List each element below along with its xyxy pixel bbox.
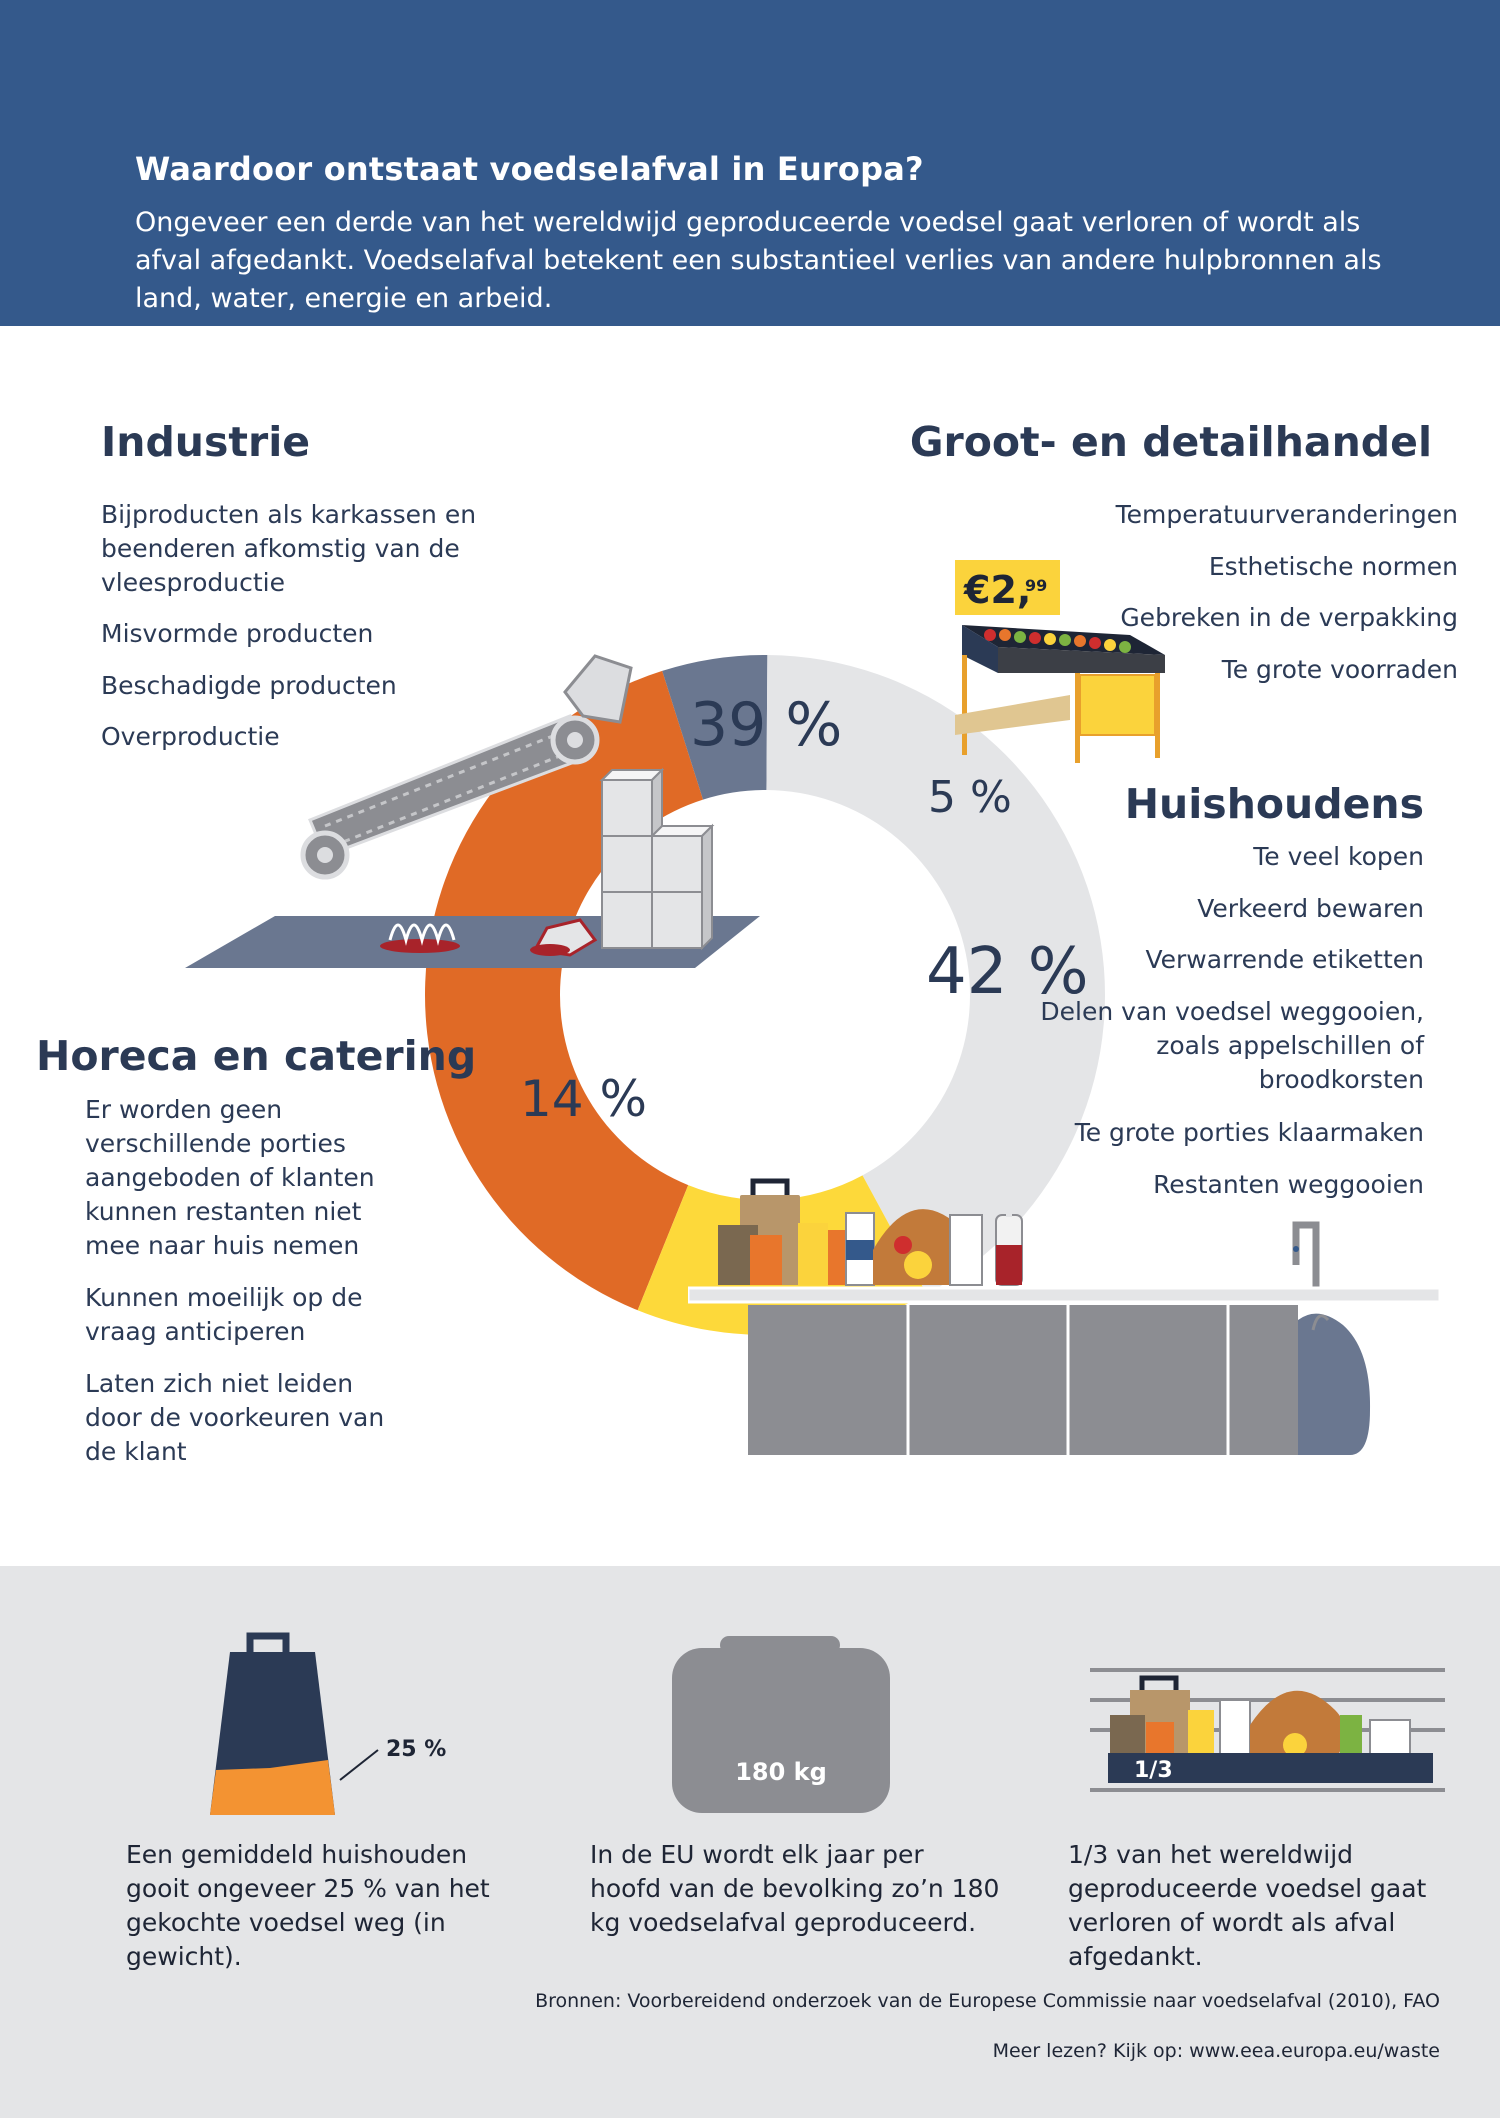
groceries (718, 1161, 1023, 1286)
garbage-bag (1298, 1313, 1371, 1455)
market-stall-illustration: €2, 99 (955, 560, 1165, 763)
fact-badge-25: 25 % (386, 1737, 446, 1762)
fact-text-global: 1/3 van het wereldwijd geproduceerde voe… (1068, 1840, 1427, 1971)
households-item: Verkeerd bewaren (1197, 894, 1424, 923)
catering-percent-label: 14 % (520, 1070, 648, 1128)
industry-item: Misvormde producten (101, 619, 374, 648)
households-item: Te grote porties klaarmaken (1074, 1118, 1424, 1147)
fact-text-household: Een gemiddeld huishouden gooit ongeveer … (126, 1840, 490, 1971)
industry-item: Overproductie (101, 722, 280, 751)
catering-title: Horeca en catering (36, 1032, 477, 1080)
more-info-link[interactable]: Meer lezen? Kijk op: www.eea.europa.eu/w… (992, 2040, 1440, 2062)
catering-item: Er worden geen verschillende porties aan… (85, 1095, 375, 1260)
households-item: Te veel kopen (1253, 842, 1424, 871)
retail-percent-label: 5 % (928, 772, 1012, 823)
countertop (688, 1286, 1442, 1304)
industry-percent-label: 39 % (690, 690, 843, 760)
industry-item: Beschadigde producten (101, 671, 397, 700)
sources-note: Bronnen: Voorbereidend onderzoek van de … (535, 1990, 1440, 2012)
kitchen-cabinets (748, 1305, 1298, 1455)
retail-title: Groot- en detailhandel (909, 418, 1432, 466)
food-shelf-icon: 1/3 (1090, 1668, 1445, 1792)
kitchen-illustration (688, 1161, 1442, 1455)
shopping-bag-icon: 25 % (210, 1632, 446, 1815)
households-item: Verwarrende etiketten (1145, 945, 1424, 974)
retail-item: Te grote voorraden (1221, 655, 1458, 684)
fact-badge-third: 1/3 (1134, 1758, 1173, 1783)
price-main: €2, (963, 568, 1031, 612)
industry-item: Bijproducten als karkassen en beenderen … (101, 500, 477, 597)
page-title: Waardoor ontstaat voedselafval in Europa… (135, 150, 924, 188)
retail-item: Gebreken in de verpakking (1120, 603, 1458, 632)
households-title: Huishoudens (1124, 780, 1424, 828)
households-item: Restanten weggooien (1153, 1170, 1424, 1199)
faucet (1292, 1221, 1320, 1290)
donut-segment-households (766, 655, 1106, 1295)
retail-item: Esthetische normen (1208, 552, 1458, 581)
industry-title: Industrie (101, 418, 311, 466)
intro-text: Ongeveer een derde van het wereldwijd ge… (135, 207, 1382, 314)
waste-bin-icon: 180 kg (672, 1636, 890, 1813)
produce (984, 629, 1131, 653)
catering-item: Laten zich niet leiden door de voorkeure… (85, 1369, 385, 1466)
fact-badge-180: 180 kg (735, 1758, 827, 1786)
price-tag (955, 560, 1060, 615)
fact-text-eu: In de EU wordt elk jaar per hoofd van de… (590, 1840, 1000, 1937)
households-item: Delen van voedsel weggooien, zoals appel… (1040, 997, 1424, 1094)
stacked-boxes (599, 767, 715, 951)
catering-item: Kunnen moeilijk op de vraag anticiperen (85, 1283, 363, 1346)
conveyor-illustration (185, 654, 760, 968)
meat-scraps (380, 918, 598, 957)
header-banner: Waardoor ontstaat voedselafval in Europa… (0, 0, 1500, 326)
price-cents: 99 (1025, 576, 1047, 595)
conveyor-belt (300, 654, 633, 880)
households-percent-label: 42 % (926, 935, 1089, 1009)
retail-item: Temperatuurveranderingen (1115, 500, 1458, 529)
donut-segment-retail (662, 655, 768, 800)
